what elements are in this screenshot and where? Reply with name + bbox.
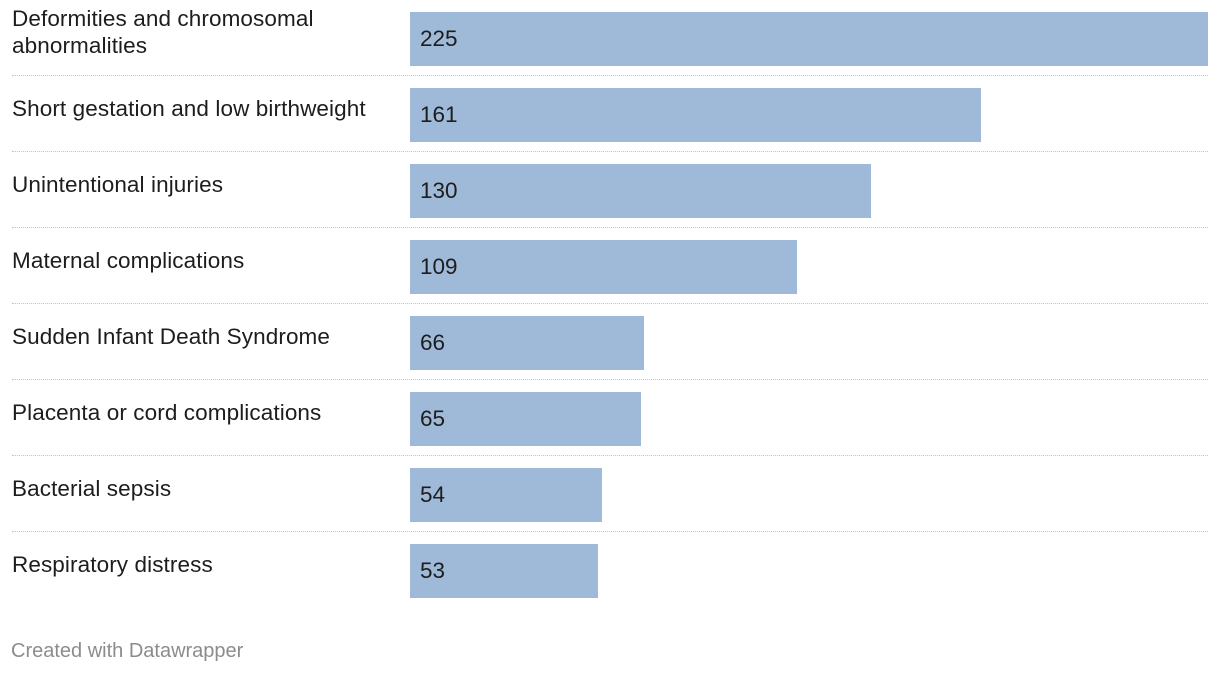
category-label: Maternal complications	[12, 247, 245, 273]
bar-value-label: 53	[420, 558, 446, 583]
bar-value-label: 54	[420, 482, 446, 507]
category-label: Short gestation and low birthweight	[12, 95, 366, 121]
bar-value-label: 161	[420, 102, 458, 127]
bar	[410, 468, 602, 522]
row-separator	[12, 455, 1208, 456]
bar-value-label: 130	[420, 178, 458, 203]
row-separator	[12, 379, 1208, 380]
bar-row: Sudden Infant Death Syndrome 66	[12, 304, 1208, 380]
bar-row: Respiratory distress 53	[12, 532, 1208, 608]
bar-value-label: 66	[420, 330, 446, 355]
bar-row: Short gestation and low birthweight 161	[12, 76, 1208, 152]
bar-value-label: 109	[420, 254, 458, 279]
row-separator	[12, 531, 1208, 532]
bar	[410, 240, 797, 294]
row-separator	[12, 303, 1208, 304]
bar-chart: Deformities and chromosomal abnormalitie…	[12, 0, 1208, 608]
bar-value-label: 225	[420, 26, 458, 51]
bar	[410, 12, 1208, 66]
bar	[410, 88, 981, 142]
bar	[410, 316, 645, 370]
datawrapper-credit: Created with Datawrapper	[11, 640, 244, 662]
bar-value-label: 65	[420, 406, 446, 431]
category-label: Bacterial sepsis	[12, 475, 172, 501]
category-label: Deformities and chromosomal abnormalitie…	[12, 6, 314, 58]
bar-row: Placenta or cord complications 65	[12, 380, 1208, 456]
category-label: Respiratory distress	[12, 551, 213, 577]
category-label: Sudden Infant Death Syndrome	[12, 323, 331, 349]
category-label: Unintentional injuries	[12, 171, 224, 197]
bar-row: Maternal complications 109	[12, 228, 1208, 304]
bar-row: Bacterial sepsis 54	[12, 456, 1208, 532]
bar	[410, 544, 598, 598]
bar	[410, 392, 641, 446]
category-label: Placenta or cord complications	[12, 399, 322, 425]
bar	[410, 164, 872, 218]
row-separator	[12, 75, 1208, 76]
row-separator	[12, 151, 1208, 152]
row-separator	[12, 227, 1208, 228]
bar-row: Unintentional injuries 130	[12, 152, 1208, 228]
bar-row: Deformities and chromosomal abnormalitie…	[12, 0, 1208, 76]
